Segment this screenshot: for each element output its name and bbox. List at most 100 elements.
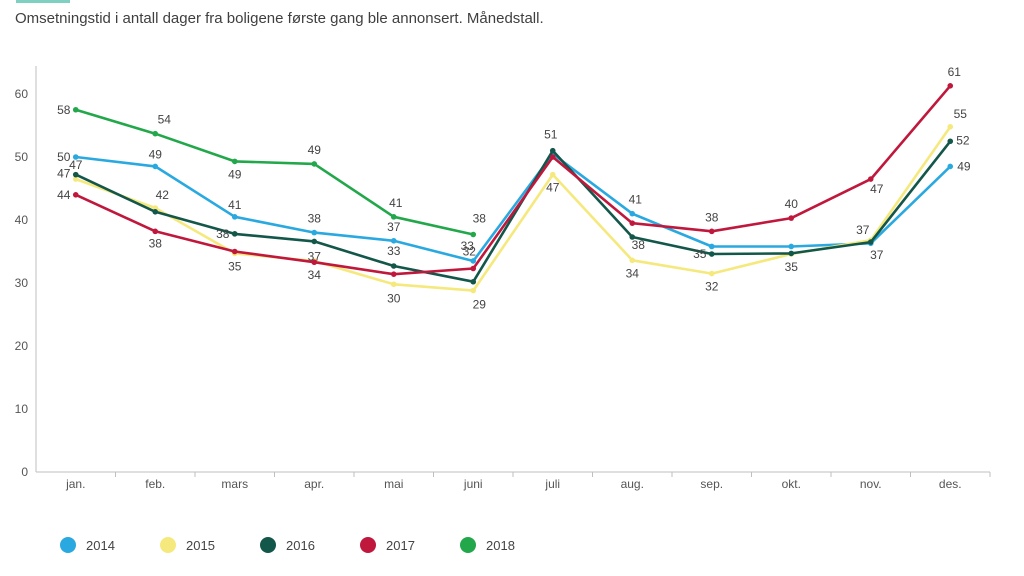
data-point-2018	[231, 158, 238, 165]
data-label-2016: 52	[956, 133, 970, 147]
data-label-2016: 33	[387, 244, 401, 258]
legend-label: 2017	[386, 537, 415, 553]
data-point-2017	[231, 248, 238, 255]
data-label-2016: 51	[544, 128, 558, 142]
data-label-2018: 54	[158, 113, 172, 127]
x-tick-label: feb.	[145, 477, 165, 491]
data-point-2016	[867, 239, 874, 245]
legend-label: 2014	[86, 537, 115, 553]
data-point-2016	[947, 138, 954, 145]
data-label-2015: 35	[228, 259, 242, 273]
data-label-2016: 37	[870, 248, 884, 262]
data-label-2014: 41	[629, 193, 643, 207]
y-tick-label: 20	[15, 339, 29, 353]
data-point-2014	[390, 237, 397, 244]
data-point-2016	[390, 263, 397, 269]
data-point-2017	[708, 228, 715, 235]
data-point-2018	[470, 231, 477, 238]
x-tick-label: jan.	[65, 477, 85, 491]
data-label-2014: 49	[957, 159, 971, 173]
data-label-2017: 32	[463, 245, 477, 259]
data-label-2014: 37	[387, 220, 401, 234]
data-point-2017	[390, 271, 397, 277]
series-line-2017	[75, 84, 952, 276]
data-point-2014	[311, 229, 318, 236]
data-label-2017: 40	[785, 197, 799, 211]
series-line-2014	[75, 152, 952, 263]
data-label-2018: 49	[308, 143, 322, 157]
data-point-2017	[788, 215, 795, 221]
data-label-2016: 38	[632, 238, 646, 252]
data-point-2015	[470, 287, 477, 294]
chart-title: Omsetningstid i antall dager fra boligen…	[15, 10, 544, 27]
data-label-2014: 50	[57, 150, 71, 164]
data-label-2014: 38	[308, 212, 322, 226]
x-tick-label: mars	[221, 477, 248, 491]
series-line-2016	[75, 140, 952, 284]
data-point-2016	[231, 231, 238, 237]
data-point-2016	[470, 278, 477, 285]
x-tick-label: juni	[463, 477, 483, 491]
data-label-2015: 47	[546, 181, 560, 195]
legend-item-2017: 2017	[360, 537, 460, 553]
legend-swatch-2017	[360, 537, 376, 553]
data-point-2014	[629, 210, 636, 217]
data-point-2017	[311, 259, 318, 266]
x-tick-label: juli	[544, 477, 560, 491]
legend-item-2016: 2016	[260, 537, 360, 553]
data-label-2016: 38	[216, 227, 230, 241]
legend-label: 2016	[286, 537, 315, 553]
data-label-2016: 35	[693, 247, 707, 261]
data-label-2014: 41	[228, 198, 242, 212]
data-point-2018	[152, 130, 159, 137]
data-point-2016	[311, 238, 318, 245]
data-point-2014	[708, 243, 715, 250]
data-point-2016	[788, 250, 795, 257]
series-line-2018	[75, 108, 474, 236]
data-label-2015: 30	[387, 291, 401, 305]
x-tick-label: aug.	[621, 477, 644, 491]
data-label-2016: 37	[308, 249, 322, 263]
data-label-2014: 33	[461, 239, 475, 253]
data-label-2015: 34	[626, 266, 640, 280]
data-label-2015: 35	[785, 260, 799, 274]
x-tick-label: nov.	[860, 477, 882, 491]
data-point-2017	[549, 154, 556, 160]
data-label-2017: 44	[57, 188, 71, 202]
data-label-2015: 29	[473, 298, 487, 312]
data-point-2016	[629, 234, 636, 240]
data-point-2014	[470, 258, 477, 264]
data-label-2015: 42	[156, 188, 170, 202]
data-label-2017: 61	[948, 65, 962, 79]
x-tick-label: okt.	[782, 477, 801, 491]
y-tick-label: 10	[15, 402, 29, 416]
data-point-2017	[867, 176, 874, 182]
y-tick-label: 50	[15, 150, 29, 164]
data-point-2014	[788, 243, 795, 250]
y-tick-label: 30	[15, 276, 29, 290]
y-tick-label: 40	[15, 213, 29, 227]
legend-swatch-2016	[260, 537, 276, 553]
data-point-2015	[72, 176, 79, 182]
data-point-2017	[629, 220, 636, 226]
data-label-2014: 49	[149, 147, 163, 161]
data-point-2015	[390, 281, 397, 288]
data-label-2015: 34	[308, 268, 322, 282]
data-point-2016	[72, 171, 79, 178]
data-point-2017	[152, 228, 159, 235]
data-point-2016	[549, 147, 556, 154]
data-label-2018: 49	[228, 167, 242, 181]
legend-label: 2018	[486, 537, 515, 553]
data-label-2015: 47	[69, 158, 83, 172]
x-tick-label: des.	[939, 477, 962, 491]
data-point-2015	[629, 257, 636, 264]
legend-swatch-2015	[160, 537, 176, 553]
data-point-2017	[947, 83, 954, 89]
data-point-2016	[152, 209, 159, 215]
legend-item-2014: 2014	[60, 537, 160, 553]
data-point-2014	[231, 214, 238, 220]
data-point-2015	[947, 123, 954, 130]
x-tick-label: sep.	[700, 477, 723, 491]
data-point-2017	[470, 265, 477, 272]
